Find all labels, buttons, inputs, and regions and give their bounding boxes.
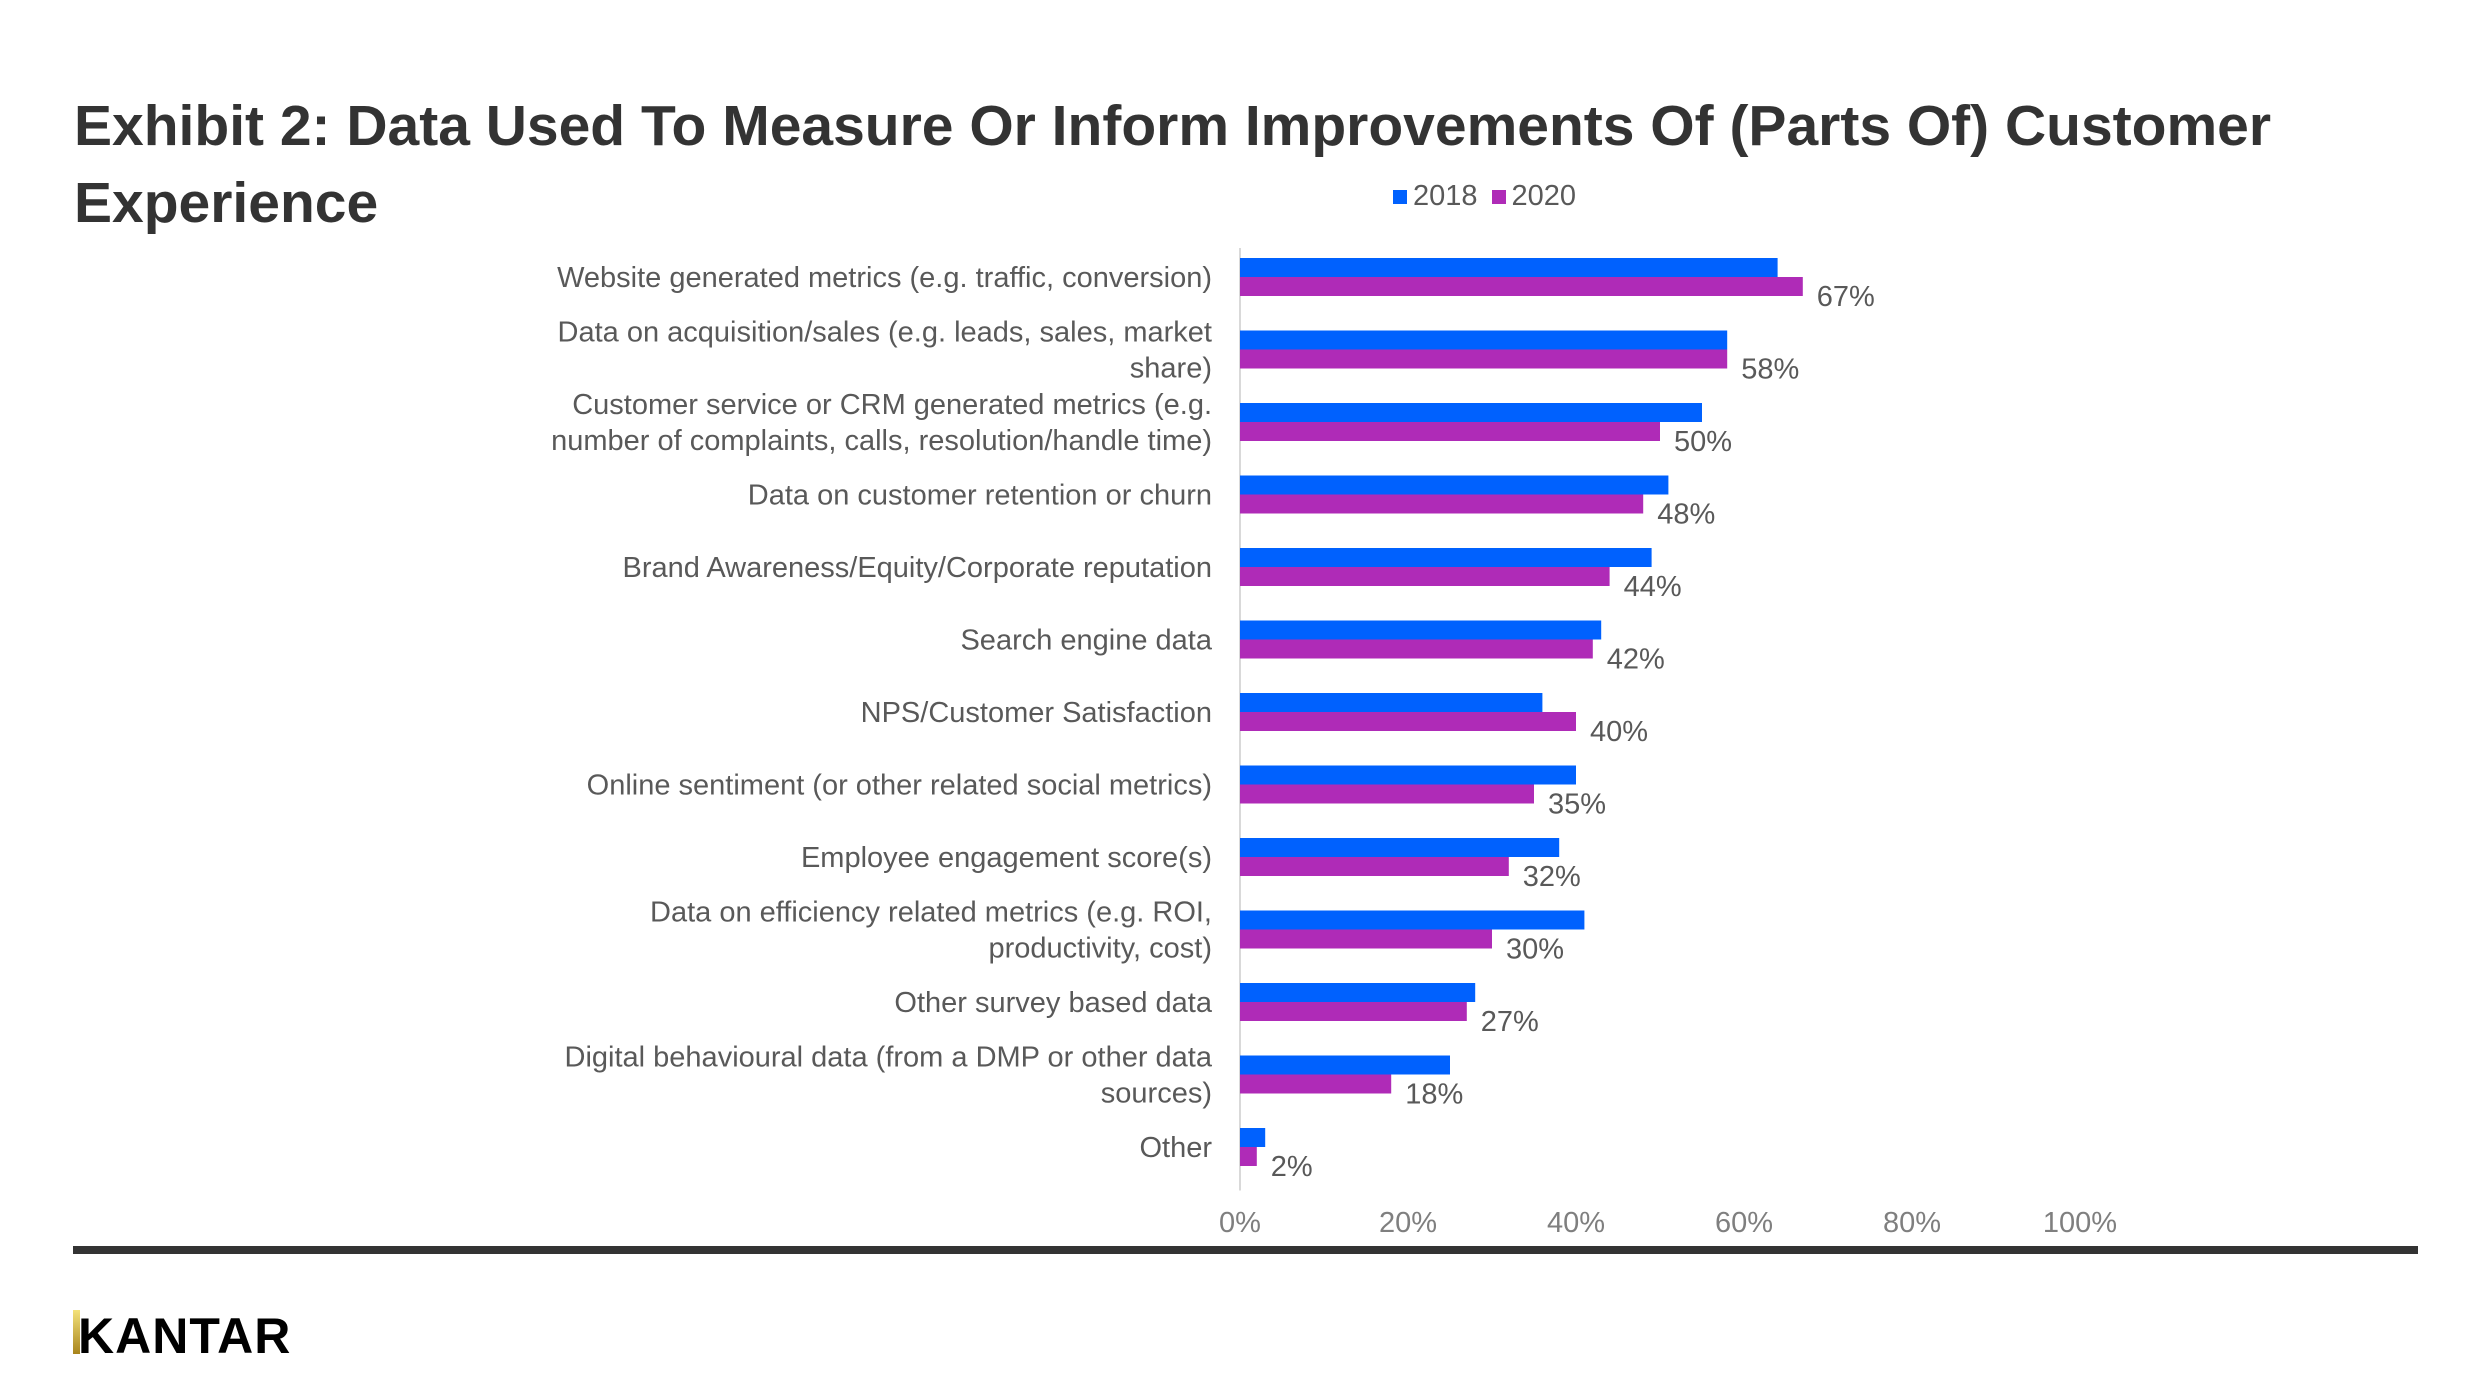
data-label: 40% — [1590, 716, 1648, 748]
legend-swatch-2020 — [1491, 189, 1506, 204]
category-label: NPS/Customer Satisfaction — [861, 697, 1212, 729]
data-label: 42% — [1607, 644, 1665, 676]
data-label: 35% — [1548, 789, 1606, 821]
x-tick-label: 40% — [1547, 1207, 1605, 1239]
bar-2018 — [1240, 548, 1652, 567]
page-title: Exhibit 2: Data Used To Measure Or Infor… — [74, 94, 2272, 235]
bar-2018 — [1240, 258, 1778, 277]
bar-2020 — [1240, 1002, 1467, 1021]
category-label: sources) — [1101, 1078, 1212, 1110]
bar-chart: Website generated metrics (e.g. traffic,… — [551, 248, 2117, 1239]
category-label: Data on acquisition/sales (e.g. leads, s… — [558, 317, 1212, 349]
data-label: 50% — [1674, 426, 1732, 458]
svg-text:KANTAR: KANTAR — [78, 1308, 291, 1356]
category-label: share) — [1130, 353, 1212, 385]
bar-2020 — [1240, 1074, 1392, 1094]
data-label: 44% — [1624, 571, 1682, 603]
category-label: number of complaints, calls, resolution/… — [551, 425, 1212, 457]
bar-2018 — [1240, 910, 1585, 930]
bar-2020 — [1240, 857, 1509, 876]
category-label: Data on efficiency related metrics (e.g.… — [650, 897, 1212, 929]
x-tick-label: 80% — [1883, 1207, 1941, 1239]
category-label: Customer service or CRM generated metric… — [572, 389, 1212, 421]
category-label: Brand Awareness/Equity/Corporate reputat… — [623, 552, 1213, 584]
bar-2020 — [1240, 784, 1534, 804]
category-label: Employee engagement score(s) — [801, 842, 1212, 874]
bar-2020 — [1240, 1147, 1257, 1166]
x-tick-label: 100% — [2043, 1207, 2117, 1239]
category-label: Other survey based data — [894, 987, 1212, 1019]
bar-2020 — [1240, 639, 1593, 659]
x-tick-label: 20% — [1379, 1207, 1437, 1239]
kantar-logo: KANTAR — [73, 1308, 291, 1356]
category-label: Other — [1139, 1132, 1212, 1164]
legend-item-2020: 2020 — [1491, 180, 1577, 213]
bar-2018 — [1240, 1055, 1450, 1075]
footer-divider — [73, 1246, 2418, 1254]
bar-2020 — [1240, 567, 1610, 586]
category-label: Search engine data — [960, 625, 1212, 657]
data-label: 48% — [1657, 499, 1715, 531]
data-label: 30% — [1506, 934, 1564, 966]
bar-2020 — [1240, 422, 1660, 441]
chart-legend: 2018 2020 — [1393, 180, 1576, 213]
bar-2018 — [1240, 983, 1476, 1002]
bar-2018 — [1240, 1128, 1266, 1147]
data-label: 18% — [1405, 1079, 1463, 1111]
bar-2020 — [1240, 929, 1492, 949]
bar-2018 — [1240, 765, 1576, 785]
data-label: 32% — [1523, 861, 1581, 893]
category-label: Digital behavioural data (from a DMP or … — [565, 1042, 1213, 1074]
data-label: 67% — [1817, 281, 1875, 313]
bar-2018 — [1240, 838, 1560, 857]
bar-2020 — [1240, 494, 1644, 514]
bar-2018 — [1240, 693, 1543, 712]
bar-2020 — [1240, 277, 1803, 296]
data-label: 2% — [1271, 1151, 1313, 1183]
x-tick-label: 60% — [1715, 1207, 1773, 1239]
bar-2018 — [1240, 620, 1602, 640]
data-label: 58% — [1741, 354, 1799, 386]
x-tick-label: 0% — [1219, 1207, 1261, 1239]
category-label: Website generated metrics (e.g. traffic,… — [557, 262, 1212, 294]
category-label: productivity, cost) — [989, 933, 1212, 965]
bar-2018 — [1240, 403, 1702, 422]
category-label: Online sentiment (or other related socia… — [587, 770, 1212, 802]
category-label: Data on customer retention or churn — [748, 480, 1212, 512]
legend-label-2018: 2018 — [1413, 180, 1478, 212]
legend-swatch-2018 — [1393, 189, 1407, 204]
bar-2018 — [1240, 475, 1669, 495]
legend-item-2018: 2018 — [1393, 180, 1478, 213]
bar-2018 — [1240, 330, 1728, 350]
bar-2020 — [1240, 349, 1728, 369]
data-label: 27% — [1481, 1006, 1539, 1038]
legend-label-2020: 2020 — [1511, 180, 1577, 212]
bar-2020 — [1240, 712, 1576, 731]
